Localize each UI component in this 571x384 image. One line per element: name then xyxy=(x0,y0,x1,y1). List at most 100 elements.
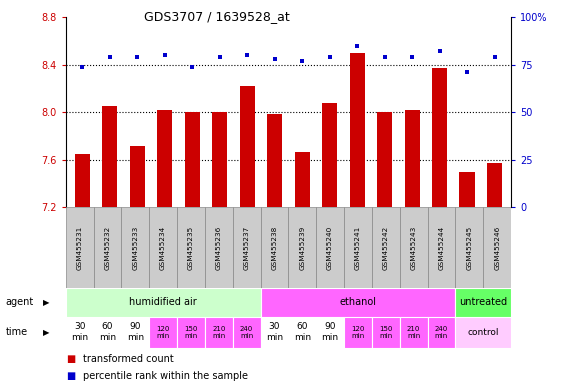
Text: GSM455242: GSM455242 xyxy=(383,225,389,270)
Point xyxy=(215,54,224,60)
Bar xyxy=(428,317,456,348)
Bar xyxy=(122,207,149,288)
Bar xyxy=(400,207,428,288)
Bar xyxy=(400,317,428,348)
Text: 210
min: 210 min xyxy=(407,326,420,339)
Text: 90
min: 90 min xyxy=(321,323,339,342)
Bar xyxy=(66,207,94,288)
Point xyxy=(270,56,279,62)
Bar xyxy=(349,53,365,207)
Bar xyxy=(267,114,282,207)
Bar xyxy=(233,317,260,348)
Text: GSM455244: GSM455244 xyxy=(439,225,444,270)
Text: percentile rank within the sample: percentile rank within the sample xyxy=(83,371,248,381)
Point xyxy=(132,54,142,60)
Text: ■: ■ xyxy=(66,371,75,381)
Text: GSM455243: GSM455243 xyxy=(411,225,417,270)
Bar xyxy=(483,207,511,288)
Bar xyxy=(157,110,172,207)
Point xyxy=(187,64,196,70)
Text: GSM455235: GSM455235 xyxy=(188,225,194,270)
Bar xyxy=(205,207,233,288)
Text: 90
min: 90 min xyxy=(127,323,144,342)
Text: 30
min: 30 min xyxy=(266,323,283,342)
Text: 120
min: 120 min xyxy=(156,326,170,339)
Bar xyxy=(316,207,344,288)
Text: 30
min: 30 min xyxy=(71,323,88,342)
Bar xyxy=(372,207,400,288)
Point xyxy=(160,52,169,58)
Text: 210
min: 210 min xyxy=(212,326,226,339)
Bar xyxy=(149,317,177,348)
Text: ethanol: ethanol xyxy=(339,297,376,308)
Text: humidified air: humidified air xyxy=(129,297,197,308)
Text: GSM455241: GSM455241 xyxy=(355,225,361,270)
Text: transformed count: transformed count xyxy=(83,354,174,364)
Point xyxy=(380,54,389,60)
Bar xyxy=(344,207,372,288)
Bar xyxy=(322,103,337,207)
Point xyxy=(297,58,307,64)
Text: GSM455234: GSM455234 xyxy=(160,225,166,270)
Text: untreated: untreated xyxy=(459,297,507,308)
Point xyxy=(105,54,114,60)
Bar xyxy=(94,317,122,348)
Bar xyxy=(432,68,447,207)
Text: 60
min: 60 min xyxy=(99,323,116,342)
Bar xyxy=(404,110,420,207)
Bar xyxy=(316,317,344,348)
Bar xyxy=(295,152,309,207)
Point xyxy=(490,54,499,60)
Bar xyxy=(460,172,475,207)
Point xyxy=(435,48,444,55)
Text: 150
min: 150 min xyxy=(379,326,392,339)
Bar xyxy=(456,317,511,348)
Point xyxy=(463,70,472,76)
Text: GDS3707 / 1639528_at: GDS3707 / 1639528_at xyxy=(144,10,290,23)
Bar xyxy=(66,317,94,348)
Text: GSM455245: GSM455245 xyxy=(467,225,472,270)
Text: ■: ■ xyxy=(66,354,75,364)
Point xyxy=(243,52,252,58)
Bar xyxy=(122,317,149,348)
Point xyxy=(325,54,334,60)
Point xyxy=(352,43,361,49)
Text: 240
min: 240 min xyxy=(240,326,253,339)
Text: ▶: ▶ xyxy=(43,298,49,307)
Bar xyxy=(456,288,511,317)
Bar xyxy=(66,288,260,317)
Text: time: time xyxy=(6,327,28,337)
Bar xyxy=(260,288,456,317)
Text: agent: agent xyxy=(6,297,34,308)
Text: GSM455240: GSM455240 xyxy=(327,225,333,270)
Bar xyxy=(177,207,205,288)
Text: GSM455246: GSM455246 xyxy=(494,225,500,270)
Text: GSM455237: GSM455237 xyxy=(244,225,250,270)
Bar xyxy=(75,154,90,207)
Bar xyxy=(260,317,288,348)
Text: GSM455238: GSM455238 xyxy=(271,225,278,270)
Text: control: control xyxy=(468,328,499,337)
Bar xyxy=(149,207,177,288)
Text: GSM455233: GSM455233 xyxy=(132,225,138,270)
Text: ▶: ▶ xyxy=(43,328,49,337)
Text: 240
min: 240 min xyxy=(435,326,448,339)
Bar xyxy=(428,207,456,288)
Bar xyxy=(344,317,372,348)
Bar xyxy=(184,112,200,207)
Text: GSM455232: GSM455232 xyxy=(104,225,110,270)
Text: GSM455231: GSM455231 xyxy=(77,225,83,270)
Bar xyxy=(102,106,117,207)
Bar xyxy=(94,207,122,288)
Text: GSM455236: GSM455236 xyxy=(216,225,222,270)
Text: 60
min: 60 min xyxy=(293,323,311,342)
Bar xyxy=(177,317,205,348)
Text: 120
min: 120 min xyxy=(351,326,365,339)
Bar xyxy=(233,207,260,288)
Bar xyxy=(456,207,483,288)
Text: GSM455239: GSM455239 xyxy=(299,225,305,270)
Bar xyxy=(260,207,288,288)
Bar xyxy=(487,164,502,207)
Bar xyxy=(288,317,316,348)
Bar xyxy=(205,317,233,348)
